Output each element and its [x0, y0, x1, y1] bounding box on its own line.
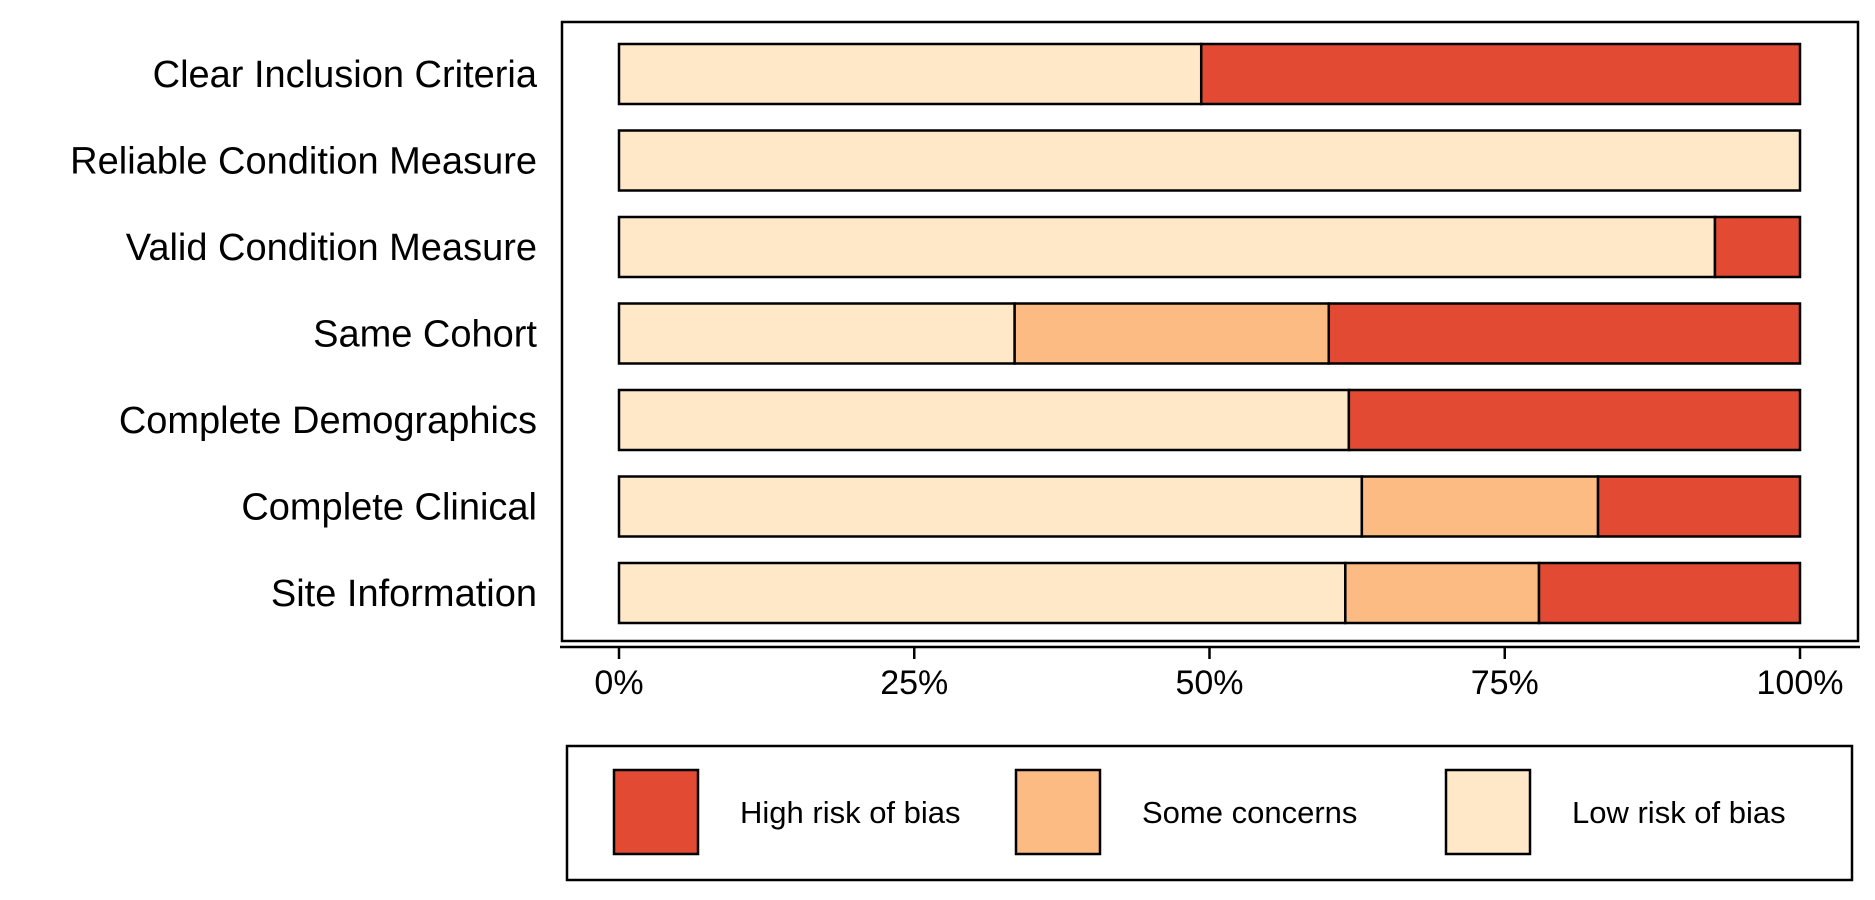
- category-label: Clear Inclusion Criteria: [153, 54, 538, 96]
- category-label: Complete Demographics: [119, 400, 537, 442]
- x-tick-label: 100%: [1757, 664, 1844, 702]
- bar-segment-low-risk-of-bias: [617, 42, 1203, 106]
- legend-label-low-risk-of-bias: Low risk of bias: [1572, 795, 1786, 830]
- legend-swatch-low-risk-of-bias: [1444, 768, 1532, 856]
- bar-segment-low-risk-of-bias: [617, 129, 1802, 192]
- bars-group: [617, 42, 1802, 625]
- bar-segment-some-concerns: [1360, 475, 1600, 538]
- category-label: Complete Clinical: [241, 487, 537, 529]
- x-tick-label: 0%: [594, 664, 643, 702]
- legend-label-some-concerns: Some concerns: [1142, 795, 1357, 830]
- x-tick-label: 25%: [880, 664, 948, 702]
- bar-segment-low-risk-of-bias: [617, 561, 1347, 625]
- bar-segment-high-risk-of-bias: [1596, 475, 1802, 538]
- bar-segment-high-risk-of-bias: [1327, 302, 1802, 365]
- legend: High risk of bias Some concerns Low risk o…: [612, 768, 1786, 856]
- bar-segment-high-risk-of-bias: [1347, 388, 1802, 452]
- x-tick-label: 50%: [1175, 664, 1243, 702]
- bar-segment-low-risk-of-bias: [617, 475, 1364, 538]
- category-label: Valid Condition Measure: [126, 227, 537, 269]
- bar-segment-high-risk-of-bias: [1713, 215, 1802, 279]
- category-label: Reliable Condition Measure: [70, 141, 537, 183]
- bar-segment-some-concerns: [1013, 302, 1331, 365]
- bar-segment-low-risk-of-bias: [617, 302, 1016, 365]
- bar-segment-high-risk-of-bias: [1537, 561, 1802, 625]
- bar-segment-low-risk-of-bias: [617, 388, 1351, 452]
- category-labels: Clear Inclusion Criteria Reliable Conditi…: [70, 54, 538, 615]
- category-label: Site Information: [271, 573, 537, 615]
- bar-segment-some-concerns: [1344, 561, 1541, 625]
- bar-segment-high-risk-of-bias: [1199, 42, 1802, 106]
- legend-swatch-some-concerns: [1014, 768, 1102, 856]
- x-tick-label: 75%: [1471, 664, 1539, 702]
- legend-box: [565, 744, 1854, 882]
- bar-segment-low-risk-of-bias: [617, 215, 1717, 279]
- category-label: Same Cohort: [313, 314, 537, 356]
- legend-label-high-risk-of-bias: High risk of bias: [740, 795, 961, 830]
- x-axis-ticks: 0% 25% 50% 75% 100%: [594, 647, 1843, 702]
- legend-swatch-high-risk-of-bias: [612, 768, 700, 856]
